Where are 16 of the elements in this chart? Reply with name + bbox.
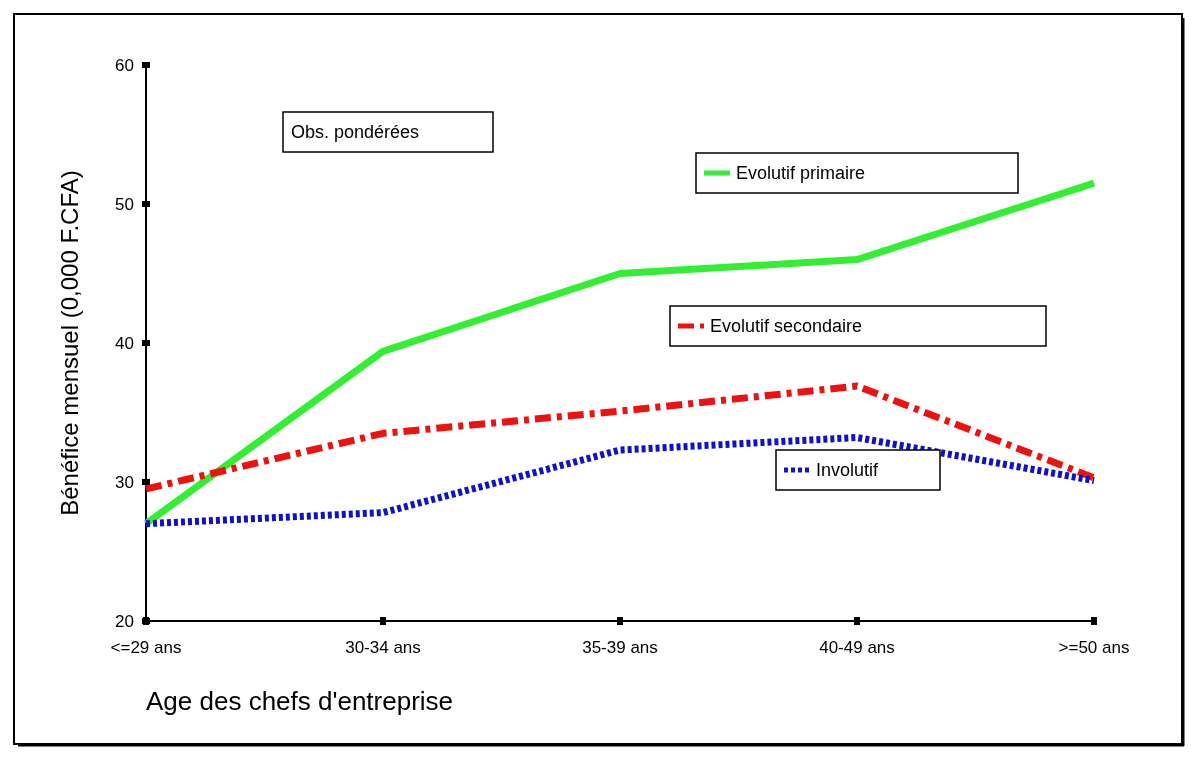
annotation: Obs. pondérées [291, 122, 420, 143]
x-tick-label: 35-39 ans [582, 638, 658, 657]
y-tick-label: 60 [115, 55, 134, 75]
y-tick-label: 40 [115, 333, 134, 353]
legend-label: Involutif [816, 460, 880, 481]
legend-label: Evolutif primaire [736, 163, 866, 184]
x-tick-label: >=50 ans [1058, 638, 1130, 657]
y-tick-label: 20 [115, 611, 134, 631]
x-tick-label: 30-34 ans [345, 638, 421, 657]
x-axis-title: Age des chefs d'entreprise [146, 686, 454, 716]
y-tick-label: 50 [115, 194, 134, 214]
y-axis-title: Bénéfice mensuel (0,000 F.CFA) [56, 170, 83, 516]
x-tick-label: <=29 ans [110, 638, 182, 657]
x-tick-label: 40-49 ans [819, 638, 895, 657]
y-tick-label: 30 [115, 472, 134, 492]
legend-label: Evolutif secondaire [710, 316, 863, 337]
